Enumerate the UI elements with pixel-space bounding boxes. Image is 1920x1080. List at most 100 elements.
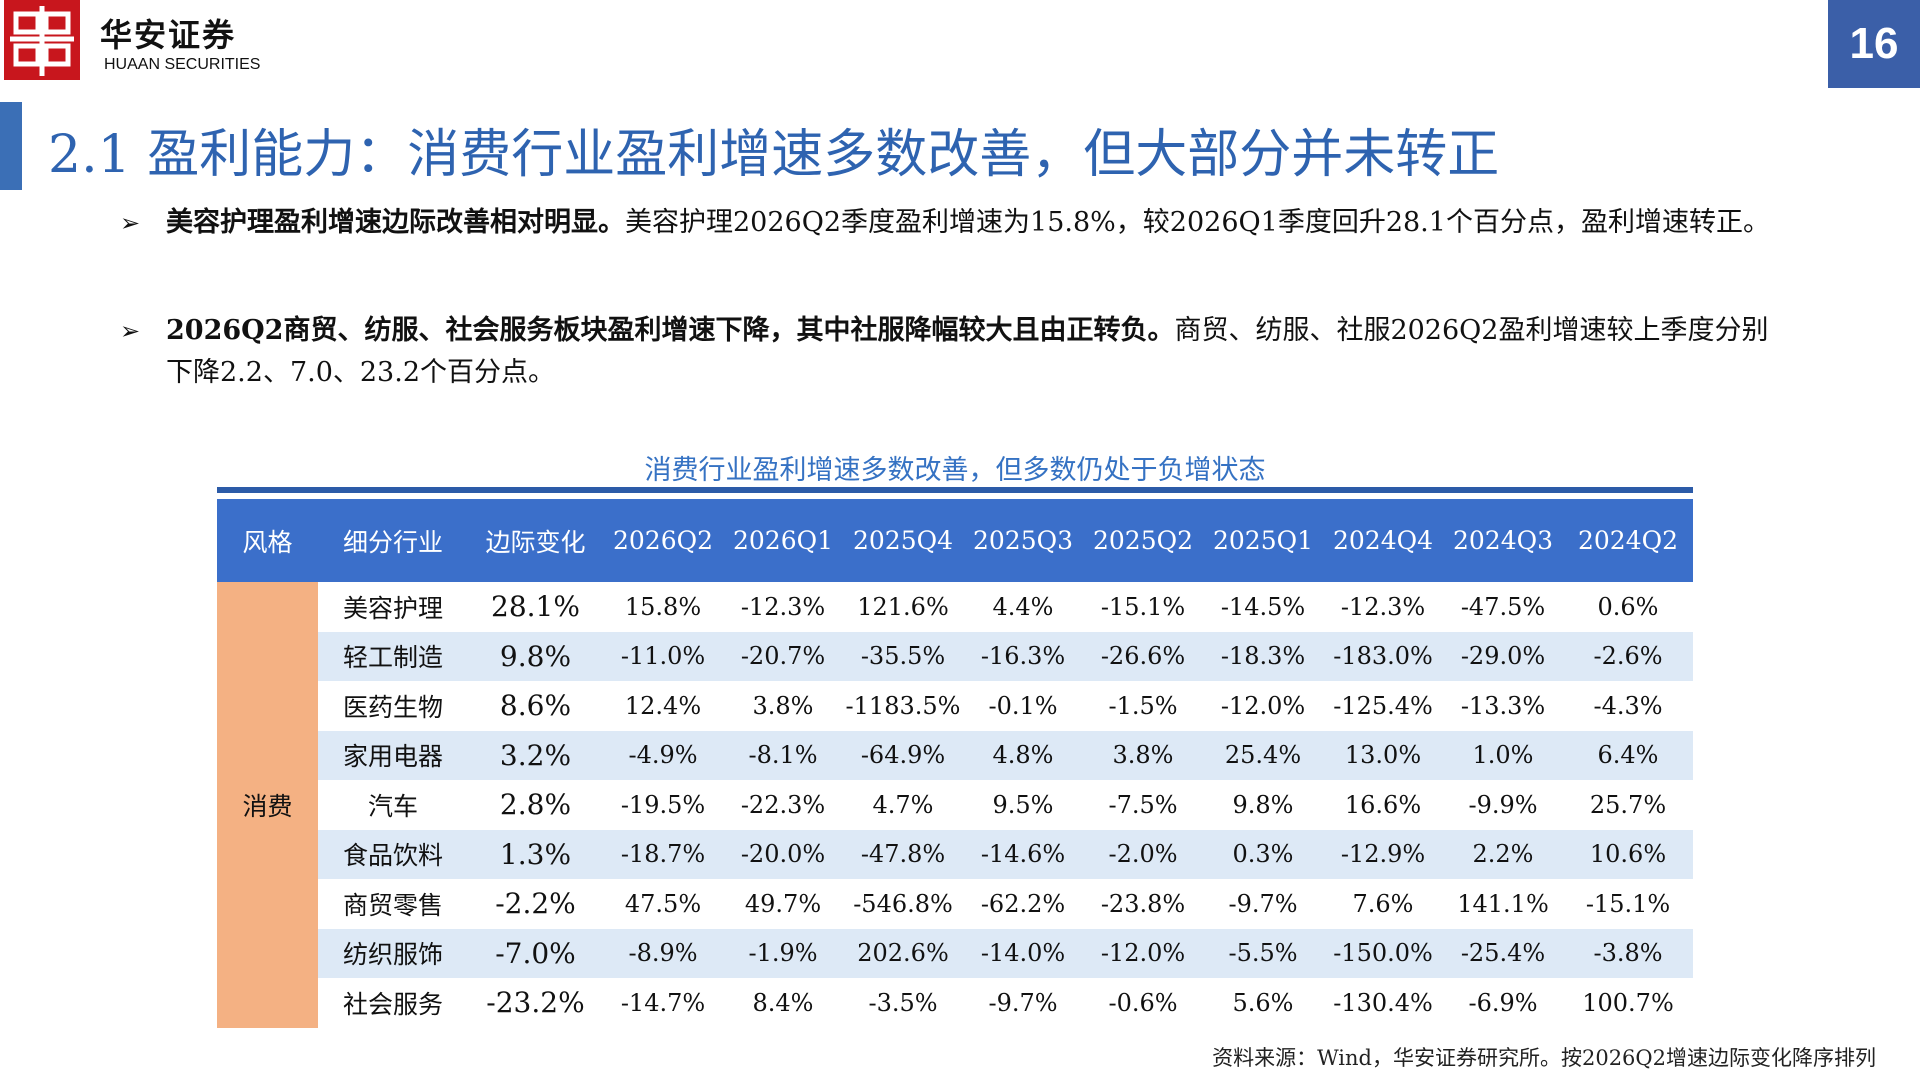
value-cell: -9.9% — [1468, 790, 1538, 819]
change-cell: 28.1% — [491, 590, 580, 624]
column-header: 2024Q3 — [1443, 499, 1563, 582]
value-cell: 0.6% — [1597, 592, 1659, 621]
value-cell: -7.5% — [1108, 790, 1178, 819]
page-number: 16 — [1828, 0, 1920, 88]
value-cell: 10.6% — [1563, 829, 1693, 879]
change-cell: -23.2% — [486, 986, 585, 1020]
value-cell: 13.0% — [1323, 730, 1443, 780]
change-cell: 1.3% — [468, 829, 603, 879]
table-row: 汽车 2.8% -19.5% -22.3% 4.7% 9.5% -7.5% 9.8% 16.6%… — [217, 780, 1693, 830]
value-cell: 47.5% — [624, 889, 702, 918]
value-cell: -9.7% — [1228, 889, 1298, 918]
value-cell: 4.8% — [963, 730, 1083, 780]
column-header: 2024Q4 — [1323, 499, 1443, 582]
bullet-1-text: 美容护理2026Q2季度盈利增速为15.8%，较2026Q1季度回升28.1个百… — [625, 207, 1770, 238]
change-cell: 3.2% — [468, 730, 603, 780]
value-cell: -47.8% — [843, 829, 963, 879]
value-cell: -19.5% — [620, 790, 706, 819]
table-row: 社会服务 -23.2% -14.7% 8.4% -3.5% -9.7% -0.6% 5.6% -… — [217, 978, 1693, 1028]
value-cell: -4.9% — [603, 730, 723, 780]
column-header: 2025Q4 — [843, 499, 963, 582]
column-header: 边际变化 — [468, 499, 603, 582]
change-cell: 8.6% — [499, 689, 572, 723]
brand-logo-icon — [4, 0, 80, 80]
value-cell: -5.5% — [1203, 928, 1323, 978]
industry-cell: 食品饮料 — [318, 829, 468, 879]
column-header: 2025Q2 — [1083, 499, 1203, 582]
value-cell: -6.9% — [1468, 988, 1538, 1017]
value-cell: -26.6% — [1083, 631, 1203, 681]
table-row: 家用电器 3.2% -4.9% -8.1% -64.9% 4.8% 3.8% 25.4% 13.… — [217, 730, 1693, 780]
value-cell: -3.5% — [868, 988, 938, 1017]
value-cell: -47.5% — [1460, 592, 1546, 621]
value-cell: -3.8% — [1563, 928, 1693, 978]
value-cell: 15.8% — [624, 592, 702, 621]
group-cell: 消费 — [217, 582, 318, 1028]
table-row: 医药生物 8.6% 12.4% 3.8% -1183.5% -0.1% -1.5% -12.0… — [217, 681, 1693, 731]
value-cell: -12.9% — [1323, 829, 1443, 879]
value-cell: -546.8% — [853, 889, 953, 918]
bullet-2: ➢ 2026Q2商贸、纺服、社会服务板块盈利增速下降，其中社服降幅较大且由正转负… — [120, 310, 1790, 394]
value-cell: -9.7% — [988, 988, 1058, 1017]
value-cell: -12.3% — [1340, 592, 1426, 621]
value-cell: 7.6% — [1352, 889, 1414, 918]
value-cell: -183.0% — [1323, 631, 1443, 681]
value-cell: -14.7% — [620, 988, 706, 1017]
value-cell: 4.4% — [992, 592, 1054, 621]
value-cell: -23.8% — [1100, 889, 1186, 918]
column-header: 风格 — [217, 499, 318, 582]
value-cell: 100.7% — [1582, 988, 1674, 1017]
value-cell: 4.7% — [872, 790, 934, 819]
value-cell: -64.9% — [843, 730, 963, 780]
value-cell: -15.1% — [1100, 592, 1186, 621]
table-top-rule — [217, 487, 1693, 493]
column-header: 2025Q3 — [963, 499, 1083, 582]
industry-cell: 美容护理 — [342, 593, 443, 623]
arrow-bullet-icon: ➢ — [120, 317, 141, 345]
value-cell: -16.3% — [963, 631, 1083, 681]
value-cell: -1183.5% — [845, 691, 961, 720]
table-row: 商贸零售 -2.2% 47.5% 49.7% -546.8% -62.2% -23.8% -9… — [217, 879, 1693, 929]
value-cell: 12.4% — [624, 691, 702, 720]
value-cell: 1.0% — [1443, 730, 1563, 780]
column-header: 2026Q2 — [603, 499, 723, 582]
title-accent-bar — [0, 102, 22, 190]
value-cell: 9.5% — [992, 790, 1054, 819]
change-cell: -7.0% — [468, 928, 603, 978]
value-cell: -20.0% — [723, 829, 843, 879]
value-cell: -13.3% — [1460, 691, 1546, 720]
industry-cell: 医药生物 — [342, 692, 443, 722]
value-cell: -20.7% — [723, 631, 843, 681]
column-header: 2024Q2 — [1563, 499, 1693, 582]
value-cell: -14.5% — [1220, 592, 1306, 621]
value-cell: -29.0% — [1443, 631, 1563, 681]
value-cell: -12.0% — [1220, 691, 1306, 720]
value-cell: -18.3% — [1203, 631, 1323, 681]
change-cell: 9.8% — [468, 631, 603, 681]
brand-name-en: HUAAN SECURITIES — [104, 56, 261, 73]
value-cell: 141.1% — [1457, 889, 1549, 918]
industry-cell: 纺织服饰 — [318, 928, 468, 978]
value-cell: 0.3% — [1203, 829, 1323, 879]
value-cell: -1.9% — [723, 928, 843, 978]
value-cell: -8.1% — [723, 730, 843, 780]
profit-growth-table: 风格 细分行业 边际变化 2026Q2 2026Q1 2025Q4 2025Q3 2025Q2… — [217, 499, 1693, 1028]
value-cell: 121.6% — [857, 592, 949, 621]
table-row: 食品饮料 1.3% -18.7% -20.0% -47.8% -14.6% -2.0% 0.3… — [217, 829, 1693, 879]
value-cell: -22.3% — [740, 790, 826, 819]
value-cell: -14.6% — [963, 829, 1083, 879]
change-cell: 2.8% — [499, 788, 572, 822]
bullet-2-bold: 2026Q2商贸、纺服、社会服务板块盈利增速下降，其中社服降幅较大且由正转负。 — [166, 315, 1175, 346]
value-cell: 25.7% — [1589, 790, 1667, 819]
value-cell: 3.8% — [752, 691, 814, 720]
slide-title: 2.1 盈利能力：消费行业盈利增速多数改善，但大部分并未转正 — [48, 125, 1500, 185]
value-cell: -62.2% — [980, 889, 1066, 918]
value-cell: -1.5% — [1108, 691, 1178, 720]
value-cell: -0.1% — [988, 691, 1058, 720]
source-note: 资料来源：Wind，华安证券研究所。按2026Q2增速边际变化降序排列 — [1212, 1046, 1876, 1070]
industry-cell: 汽车 — [367, 791, 418, 821]
column-header: 2025Q1 — [1203, 499, 1323, 582]
bullet-1-bold: 美容护理盈利增速边际改善相对明显。 — [166, 207, 625, 238]
value-cell: -11.0% — [603, 631, 723, 681]
value-cell: -125.4% — [1333, 691, 1433, 720]
